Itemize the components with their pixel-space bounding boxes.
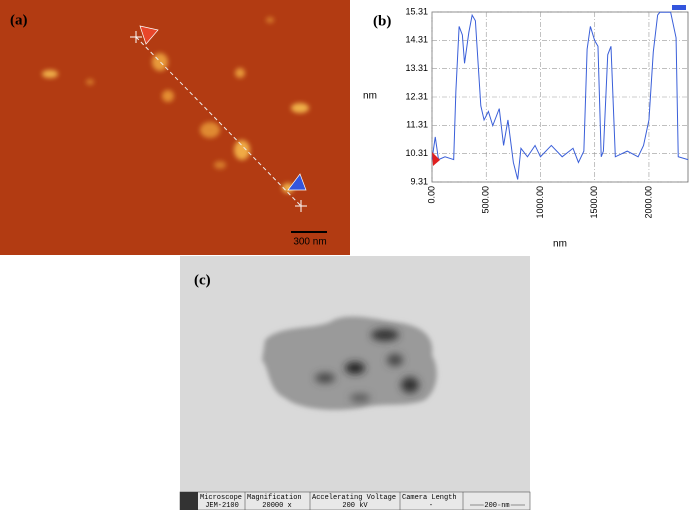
tem-scale-label: 200 nm (484, 502, 509, 510)
info-dividers (244, 492, 464, 510)
panel-label: (b) (373, 13, 391, 29)
profile-line (135, 36, 302, 207)
panel-label: (c) (194, 272, 211, 288)
info-header: Magnification (247, 494, 302, 502)
x-axis-label: nm (553, 239, 567, 250)
start-cross (130, 31, 142, 43)
info-header: Camera Length (402, 494, 457, 502)
info-value: - (429, 502, 433, 510)
x-tick-label: 0.00 (426, 186, 436, 204)
info-header: Microscope (200, 494, 242, 502)
x-tick-label: 1500.00 (589, 186, 599, 219)
end-marker (287, 173, 307, 191)
profile-line (431, 11, 689, 180)
y-tick-label: 10.31 (405, 148, 428, 158)
y-axis-label: nm (363, 91, 377, 102)
afm-panel: 300 nm (a) (0, 0, 350, 255)
scale-bar-label: 300 nm (293, 237, 326, 248)
profile-chart: (b) nm nm 9.31 10.31 11.31 12.31 13.31 14.31 1… (363, 5, 689, 250)
start-marker (139, 25, 159, 45)
tem-panel: (c) Microscope Magnification Acceleratin… (179, 256, 531, 511)
y-tick-label: 13.31 (405, 63, 428, 73)
x-tick-label: 500.00 (481, 186, 491, 214)
info-header: Accelerating Voltage (312, 494, 396, 502)
panel-label: (a) (10, 12, 28, 28)
end-cross (295, 200, 307, 212)
info-value: 20000 x (262, 502, 291, 510)
y-tick-label: 9.31 (410, 176, 428, 186)
x-tick-label: 2000.00 (643, 186, 653, 219)
y-tick-label: 12.31 (405, 91, 428, 101)
afm-background (0, 0, 350, 255)
tem-dark-spots (315, 329, 419, 402)
y-tick-label: 15.31 (405, 6, 428, 16)
info-logo (180, 492, 198, 510)
start-marker (432, 152, 440, 166)
info-value: 200 kV (342, 502, 368, 510)
x-tick-label: 1000.00 (535, 186, 545, 219)
y-tick-label: 14.31 (405, 35, 428, 45)
end-marker (672, 5, 686, 10)
info-value: JEM-2100 (205, 502, 239, 510)
y-tick-label: 11.31 (406, 120, 428, 130)
